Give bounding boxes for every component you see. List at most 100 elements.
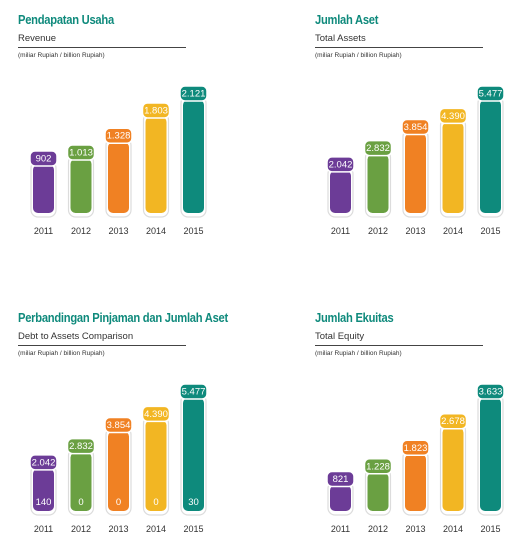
unit-note: (miliar Rupiah / billion Rupiah) bbox=[18, 350, 105, 357]
value-label: 1.803 bbox=[144, 105, 168, 116]
x-tick-label: 2012 bbox=[71, 524, 91, 534]
bar bbox=[145, 116, 167, 213]
value-label: 2.678 bbox=[441, 416, 465, 427]
value-label-box bbox=[104, 127, 133, 144]
value-label-box bbox=[66, 144, 96, 161]
bar bbox=[33, 164, 54, 213]
value-label: 1.228 bbox=[366, 461, 390, 472]
bar bbox=[480, 398, 501, 511]
bar bbox=[145, 420, 167, 511]
chart-subtitle: Debt to Assets Comparison bbox=[18, 331, 134, 342]
x-tick-label: 2014 bbox=[443, 524, 463, 534]
unit-note: (miliar Rupiah / billion Rupiah) bbox=[315, 52, 402, 59]
x-tick-label: 2013 bbox=[108, 226, 128, 236]
bar bbox=[480, 100, 501, 213]
value-label-box bbox=[438, 412, 468, 430]
bar bbox=[405, 454, 426, 511]
value-label-box bbox=[326, 470, 355, 488]
value-label: 902 bbox=[36, 153, 52, 164]
chart-subtitle: Total Assets bbox=[315, 33, 366, 44]
value-label: 3.633 bbox=[479, 387, 503, 398]
chart-title: Pendapatan Usaha bbox=[18, 12, 114, 27]
chart-subtitle: Revenue bbox=[18, 33, 57, 44]
bar bbox=[367, 472, 389, 511]
value-label-box bbox=[179, 85, 208, 102]
bar-chart: 2.042 140 2011 2.832 0 2012 3.854 0 2013 4.390 0 20… bbox=[29, 383, 208, 534]
x-tick-label: 2015 bbox=[183, 524, 203, 534]
value-label-box bbox=[179, 383, 208, 400]
title-divider bbox=[18, 345, 186, 346]
chart-panel-total-equity: Jumlah Ekuitas Total Equity (miliar Rupi… bbox=[315, 310, 515, 545]
bar bbox=[183, 100, 204, 213]
value-label-box bbox=[476, 383, 505, 400]
value-label: 3.854 bbox=[404, 122, 428, 133]
bar bbox=[330, 485, 351, 511]
x-tick-label: 2013 bbox=[405, 226, 425, 236]
x-tick-label: 2012 bbox=[368, 524, 388, 534]
bar bbox=[405, 133, 426, 213]
value-label-box bbox=[476, 85, 505, 102]
x-tick-label: 2012 bbox=[71, 226, 91, 236]
x-tick-label: 2014 bbox=[146, 226, 166, 236]
x-tick-label: 2013 bbox=[108, 524, 128, 534]
value-label-box bbox=[29, 454, 58, 471]
x-tick-label: 2011 bbox=[34, 524, 53, 534]
x-tick-label: 2012 bbox=[368, 226, 388, 236]
value-label-box bbox=[363, 458, 393, 475]
chart-panel-total-assets: Jumlah Aset Total Assets (miliar Rupiah … bbox=[315, 12, 515, 247]
value-label: 5.477 bbox=[182, 387, 206, 398]
bar-chart: 902 2011 1.013 2012 1.328 2013 1.803 2014 2.121 2… bbox=[29, 85, 208, 236]
x-tick-label: 2011 bbox=[34, 226, 53, 236]
value-label-box bbox=[401, 118, 430, 136]
bar-chart: 821 2011 1.228 2012 1.823 2013 2.678 2014 3.633 2… bbox=[326, 383, 505, 534]
bar bbox=[442, 122, 464, 213]
bar bbox=[183, 398, 204, 511]
chart-panel-debt-to-assets: Perbandingan Pinjaman dan Jumlah Aset De… bbox=[18, 310, 228, 545]
value-label: 2.042 bbox=[32, 457, 56, 468]
value-label-box bbox=[104, 416, 133, 434]
chart-panel-revenue: Pendapatan Usaha Revenue (miliar Rupiah … bbox=[18, 12, 218, 247]
unit-note: (miliar Rupiah / billion Rupiah) bbox=[18, 52, 105, 59]
x-tick-label: 2015 bbox=[480, 226, 500, 236]
bar bbox=[367, 154, 389, 213]
title-divider bbox=[315, 47, 483, 48]
value-label: 4.390 bbox=[144, 409, 168, 420]
bar bbox=[70, 159, 92, 213]
bar bbox=[70, 452, 92, 511]
bar bbox=[330, 170, 351, 213]
value-label: 2.832 bbox=[69, 441, 93, 452]
value-label: 4.390 bbox=[441, 111, 465, 122]
inner-value-label: 0 bbox=[153, 497, 158, 508]
value-label-box bbox=[141, 405, 171, 423]
value-label-box bbox=[326, 156, 355, 173]
title-divider bbox=[315, 345, 483, 346]
chart-title: Perbandingan Pinjaman dan Jumlah Aset bbox=[18, 310, 228, 325]
value-label-box bbox=[401, 439, 430, 457]
x-tick-label: 2011 bbox=[331, 524, 350, 534]
x-tick-label: 2015 bbox=[480, 524, 500, 534]
value-label: 1.328 bbox=[107, 131, 131, 142]
x-tick-label: 2013 bbox=[405, 524, 425, 534]
value-label: 2.042 bbox=[329, 159, 353, 170]
inner-value-label: 30 bbox=[188, 497, 199, 508]
x-tick-label: 2015 bbox=[183, 226, 203, 236]
value-label: 1.823 bbox=[404, 443, 428, 454]
bar bbox=[33, 468, 54, 511]
inner-value-label: 140 bbox=[36, 497, 52, 508]
chart-title: Jumlah Ekuitas bbox=[315, 310, 394, 325]
bar bbox=[108, 142, 129, 213]
x-tick-label: 2014 bbox=[146, 524, 166, 534]
unit-note: (miliar Rupiah / billion Rupiah) bbox=[315, 350, 402, 357]
chart-subtitle: Total Equity bbox=[315, 331, 365, 342]
value-label-box bbox=[438, 107, 468, 125]
inner-value-label: 0 bbox=[78, 497, 83, 508]
inner-value-label: 0 bbox=[116, 497, 121, 508]
value-label-box bbox=[29, 150, 58, 167]
value-label: 821 bbox=[333, 474, 349, 485]
value-label: 2.121 bbox=[182, 89, 206, 100]
title-divider bbox=[18, 47, 186, 48]
chart-title: Jumlah Aset bbox=[315, 12, 379, 27]
value-label-box bbox=[363, 139, 393, 157]
value-label: 5.477 bbox=[479, 89, 503, 100]
value-label-box bbox=[66, 437, 96, 455]
